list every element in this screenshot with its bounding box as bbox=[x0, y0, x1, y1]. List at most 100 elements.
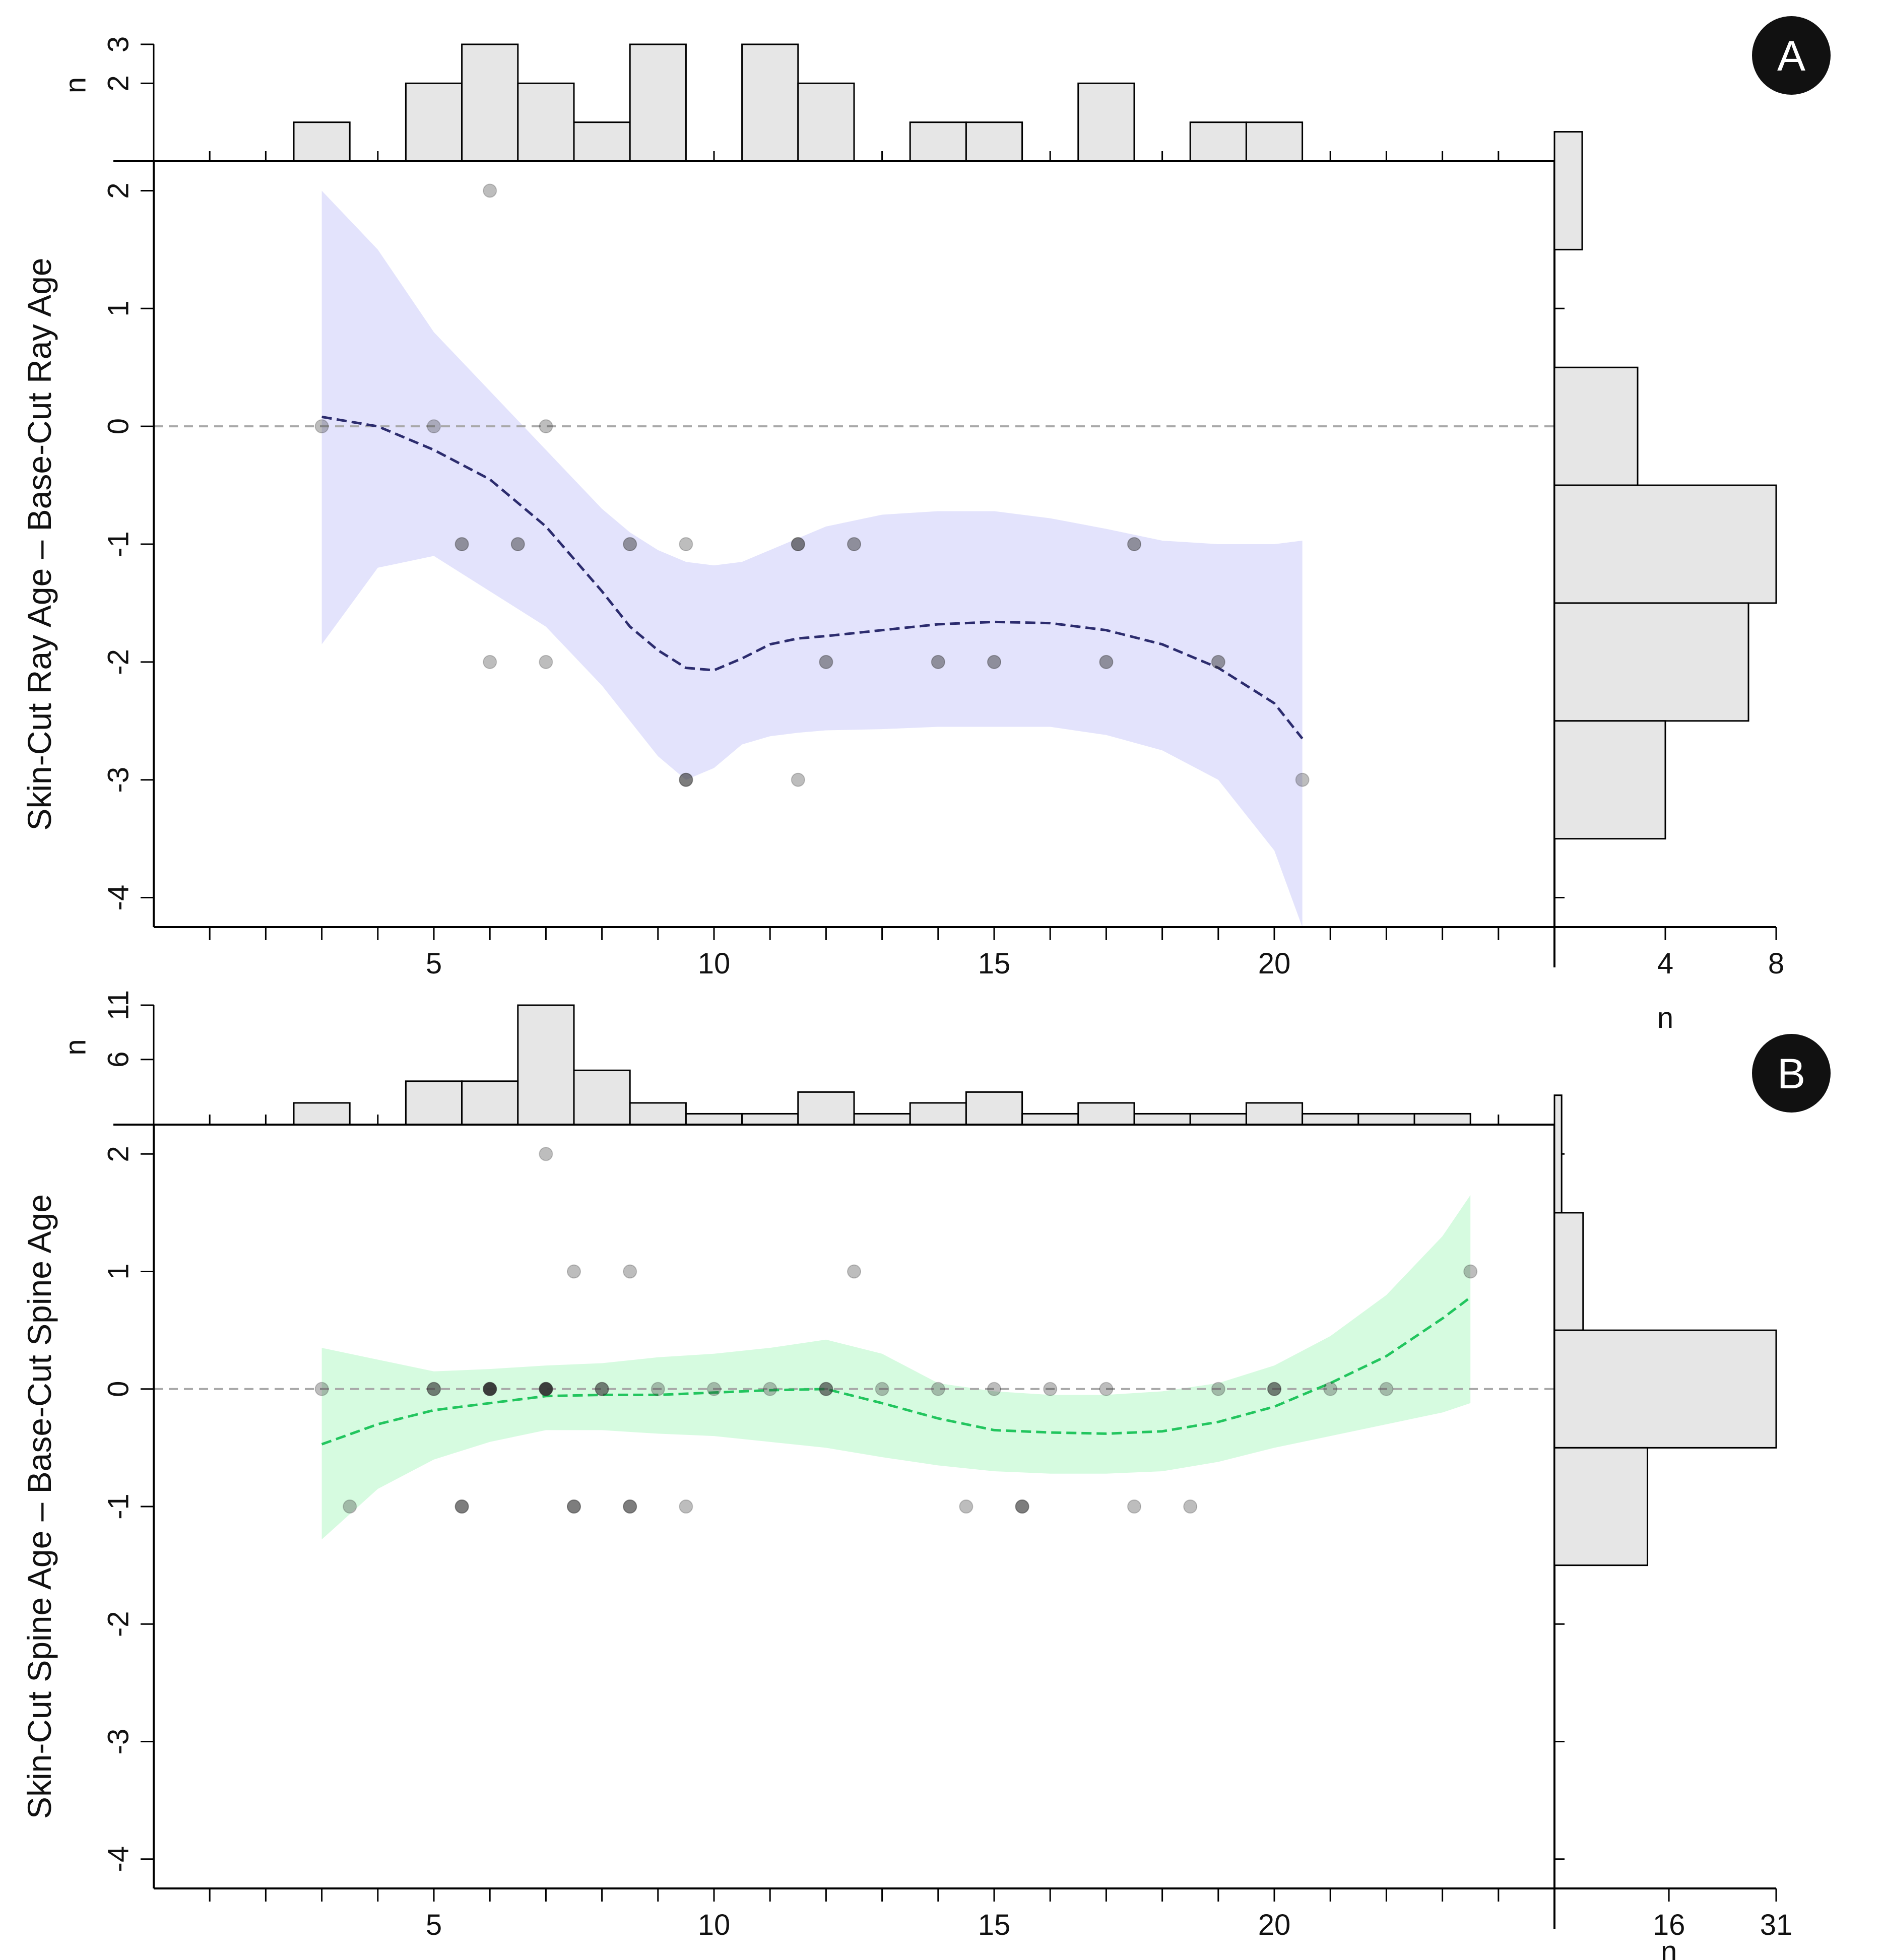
data-point bbox=[1463, 1264, 1478, 1279]
confidence-band bbox=[321, 190, 1303, 927]
data-point bbox=[427, 1382, 441, 1396]
data-point bbox=[454, 537, 469, 551]
data-point bbox=[1183, 1499, 1198, 1514]
top-hist-bar bbox=[1413, 1113, 1471, 1126]
data-point bbox=[847, 537, 861, 551]
top-hist-tick-label: 6 bbox=[102, 1052, 135, 1068]
data-point bbox=[567, 1264, 581, 1279]
data-point bbox=[595, 1382, 609, 1396]
data-point bbox=[679, 537, 693, 551]
data-point bbox=[539, 1382, 553, 1396]
y-tick-label: 2 bbox=[102, 182, 135, 199]
data-point bbox=[623, 537, 637, 551]
top-hist-bar bbox=[1077, 1102, 1135, 1126]
top-hist-bar bbox=[909, 121, 967, 162]
y-tick-label: -3 bbox=[102, 767, 135, 793]
top-hist-tick-label: 3 bbox=[102, 36, 135, 52]
side-hist-bar bbox=[1553, 131, 1583, 250]
x-tick-label: 5 bbox=[426, 947, 442, 980]
data-point bbox=[1015, 1499, 1029, 1514]
top-hist-bar bbox=[405, 82, 463, 162]
y-axis-title: Skin-Cut Ray Age – Base-Cut Ray Age bbox=[21, 257, 58, 830]
x-tick-label: 20 bbox=[1258, 1909, 1291, 1941]
panel-badge-label: A bbox=[1777, 32, 1805, 80]
y-tick-label: -2 bbox=[102, 1611, 135, 1637]
data-point bbox=[1211, 1382, 1225, 1396]
panel-badge: A bbox=[1752, 16, 1831, 95]
y-tick-label: 0 bbox=[102, 418, 135, 434]
top-histogram: 2 3 n bbox=[59, 36, 1554, 162]
side-hist-bar bbox=[1553, 602, 1749, 722]
data-point bbox=[343, 1499, 357, 1514]
panel-badge-label: B bbox=[1777, 1050, 1805, 1097]
top-hist-bar bbox=[517, 1004, 575, 1126]
top-hist-bar bbox=[1133, 1113, 1191, 1126]
top-hist-bar bbox=[741, 43, 799, 162]
side-hist-bar bbox=[1553, 720, 1666, 840]
side-hist-bar bbox=[1553, 366, 1639, 486]
data-point bbox=[651, 1382, 665, 1396]
side-hist-bar bbox=[1553, 484, 1777, 604]
side-hist-bar bbox=[1553, 1212, 1584, 1331]
y-tick-label: 1 bbox=[102, 1263, 135, 1279]
data-point bbox=[314, 419, 329, 434]
y-axis-title: Skin-Cut Spine Age – Base-Cut Spine Age bbox=[21, 1194, 58, 1819]
data-point bbox=[567, 1499, 581, 1514]
y-tick-label: 0 bbox=[102, 1381, 135, 1397]
x-tick-label: 15 bbox=[978, 1909, 1011, 1941]
y-tick-label: 1 bbox=[102, 300, 135, 316]
data-point bbox=[987, 1382, 1001, 1396]
data-point bbox=[931, 1382, 945, 1396]
top-hist-bar bbox=[685, 1113, 743, 1126]
top-hist-bar bbox=[517, 82, 575, 162]
side-hist-n-label: n bbox=[1661, 1935, 1677, 1960]
data-point bbox=[707, 1382, 721, 1396]
y-tick-label: -4 bbox=[102, 885, 135, 911]
data-point bbox=[819, 1382, 833, 1396]
data-point bbox=[510, 537, 525, 551]
data-point bbox=[847, 1264, 861, 1279]
side-hist-tick-label: 16 bbox=[1653, 1909, 1685, 1941]
side-hist-tick-label: 31 bbox=[1760, 1909, 1793, 1941]
top-hist-n-label: n bbox=[59, 1039, 92, 1055]
data-point bbox=[875, 1382, 889, 1396]
top-hist-bar bbox=[1189, 1113, 1247, 1126]
data-point bbox=[623, 1264, 637, 1279]
data-point bbox=[1211, 655, 1225, 669]
side-hist-tick-label: 4 bbox=[1657, 947, 1673, 980]
data-point bbox=[931, 655, 945, 669]
data-point bbox=[623, 1499, 637, 1514]
top-hist-bar bbox=[1357, 1113, 1415, 1126]
top-hist-n-label: n bbox=[59, 77, 92, 93]
data-point bbox=[539, 419, 553, 434]
data-point bbox=[427, 419, 441, 434]
y-tick-label: -3 bbox=[102, 1729, 135, 1755]
data-point bbox=[679, 772, 693, 787]
panel-badge-circle bbox=[1752, 16, 1831, 95]
top-hist-bar bbox=[629, 43, 687, 162]
data-point bbox=[1323, 1382, 1338, 1396]
side-hist-tick-label: 8 bbox=[1768, 947, 1784, 980]
top-hist-bar bbox=[1245, 121, 1304, 162]
y-tick-label: -1 bbox=[102, 531, 135, 557]
x-tick-label: 15 bbox=[978, 947, 1011, 980]
data-point bbox=[539, 1147, 553, 1161]
top-hist-bar bbox=[1245, 1102, 1304, 1126]
data-point bbox=[483, 1382, 497, 1396]
top-hist-bar bbox=[405, 1080, 463, 1126]
top-hist-tick-label: 2 bbox=[102, 75, 135, 91]
side-hist-n-label: n bbox=[1657, 1002, 1673, 1034]
data-point bbox=[763, 1382, 777, 1396]
top-hist-bar bbox=[909, 1102, 967, 1126]
top-hist-bar bbox=[461, 1080, 519, 1126]
data-point bbox=[539, 655, 553, 669]
top-hist-tick-label: 11 bbox=[102, 990, 135, 1020]
data-point bbox=[987, 655, 1001, 669]
y-tick-label: 2 bbox=[102, 1146, 135, 1162]
top-hist-bar bbox=[741, 1113, 799, 1126]
data-point bbox=[1127, 1499, 1141, 1514]
side-hist-bar bbox=[1553, 1447, 1649, 1566]
